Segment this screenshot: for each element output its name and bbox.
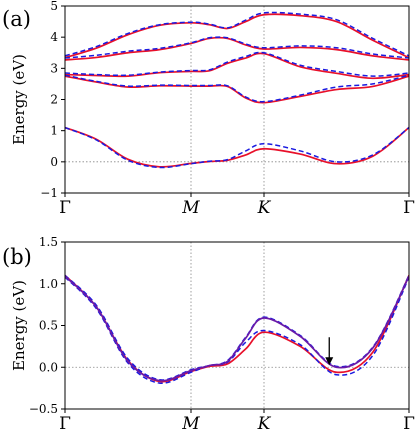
y-tick-label: 1 bbox=[50, 124, 58, 138]
x-tick-label: Γ bbox=[59, 414, 71, 429]
y-tick-label: 1.0 bbox=[39, 277, 58, 291]
y-tick-label: −0.5 bbox=[29, 402, 58, 416]
band-line bbox=[65, 75, 409, 104]
y-tick-label: 0.5 bbox=[39, 319, 58, 333]
band-line bbox=[65, 274, 409, 383]
band-line bbox=[65, 126, 409, 169]
y-tick-label: 0 bbox=[50, 155, 58, 169]
y-axis-label: Energy (eV) bbox=[10, 54, 28, 145]
plot-frame bbox=[64, 5, 410, 194]
y-tick-label: 2 bbox=[50, 93, 58, 107]
arrow-head bbox=[325, 357, 334, 366]
annotation-arrow bbox=[325, 337, 334, 366]
panel-label: (a) bbox=[2, 7, 31, 31]
y-tick-label: 1.5 bbox=[39, 235, 58, 249]
x-tick-label: Γ bbox=[59, 198, 71, 218]
x-tick-label: K bbox=[257, 414, 272, 429]
y-tick-label: 0.0 bbox=[39, 360, 58, 374]
band-line bbox=[65, 274, 409, 381]
x-tick-label: M bbox=[181, 198, 200, 218]
x-tick-label: Γ bbox=[403, 198, 415, 218]
y-tick-label: 4 bbox=[50, 30, 58, 44]
band-line bbox=[65, 36, 409, 59]
x-tick-label: M bbox=[181, 414, 200, 429]
band-line bbox=[65, 11, 409, 57]
band-line bbox=[65, 36, 409, 61]
x-tick-label: K bbox=[257, 198, 272, 218]
band-line bbox=[65, 52, 409, 80]
y-tick-label: 5 bbox=[50, 0, 58, 13]
panel-b: −0.5 0.0 0.5 1.0 1.5 Γ M K Γ Energy (eV) (b) bbox=[2, 235, 415, 429]
y-axis-label: Energy (eV) bbox=[10, 280, 28, 371]
band-line bbox=[65, 51, 409, 77]
y-tick-label: 3 bbox=[50, 61, 58, 75]
bands bbox=[65, 11, 409, 169]
band-line bbox=[65, 74, 409, 103]
y-tick-label: −1 bbox=[40, 186, 58, 200]
x-tick-label: Γ bbox=[403, 414, 415, 429]
band-line bbox=[65, 275, 409, 382]
panel-label: (b) bbox=[2, 245, 32, 269]
panel-a: −1 0 1 2 3 4 5 Γ M K Γ Energy (eV) (a) bbox=[2, 0, 415, 218]
bands bbox=[65, 274, 409, 384]
plot-frame bbox=[64, 241, 410, 410]
